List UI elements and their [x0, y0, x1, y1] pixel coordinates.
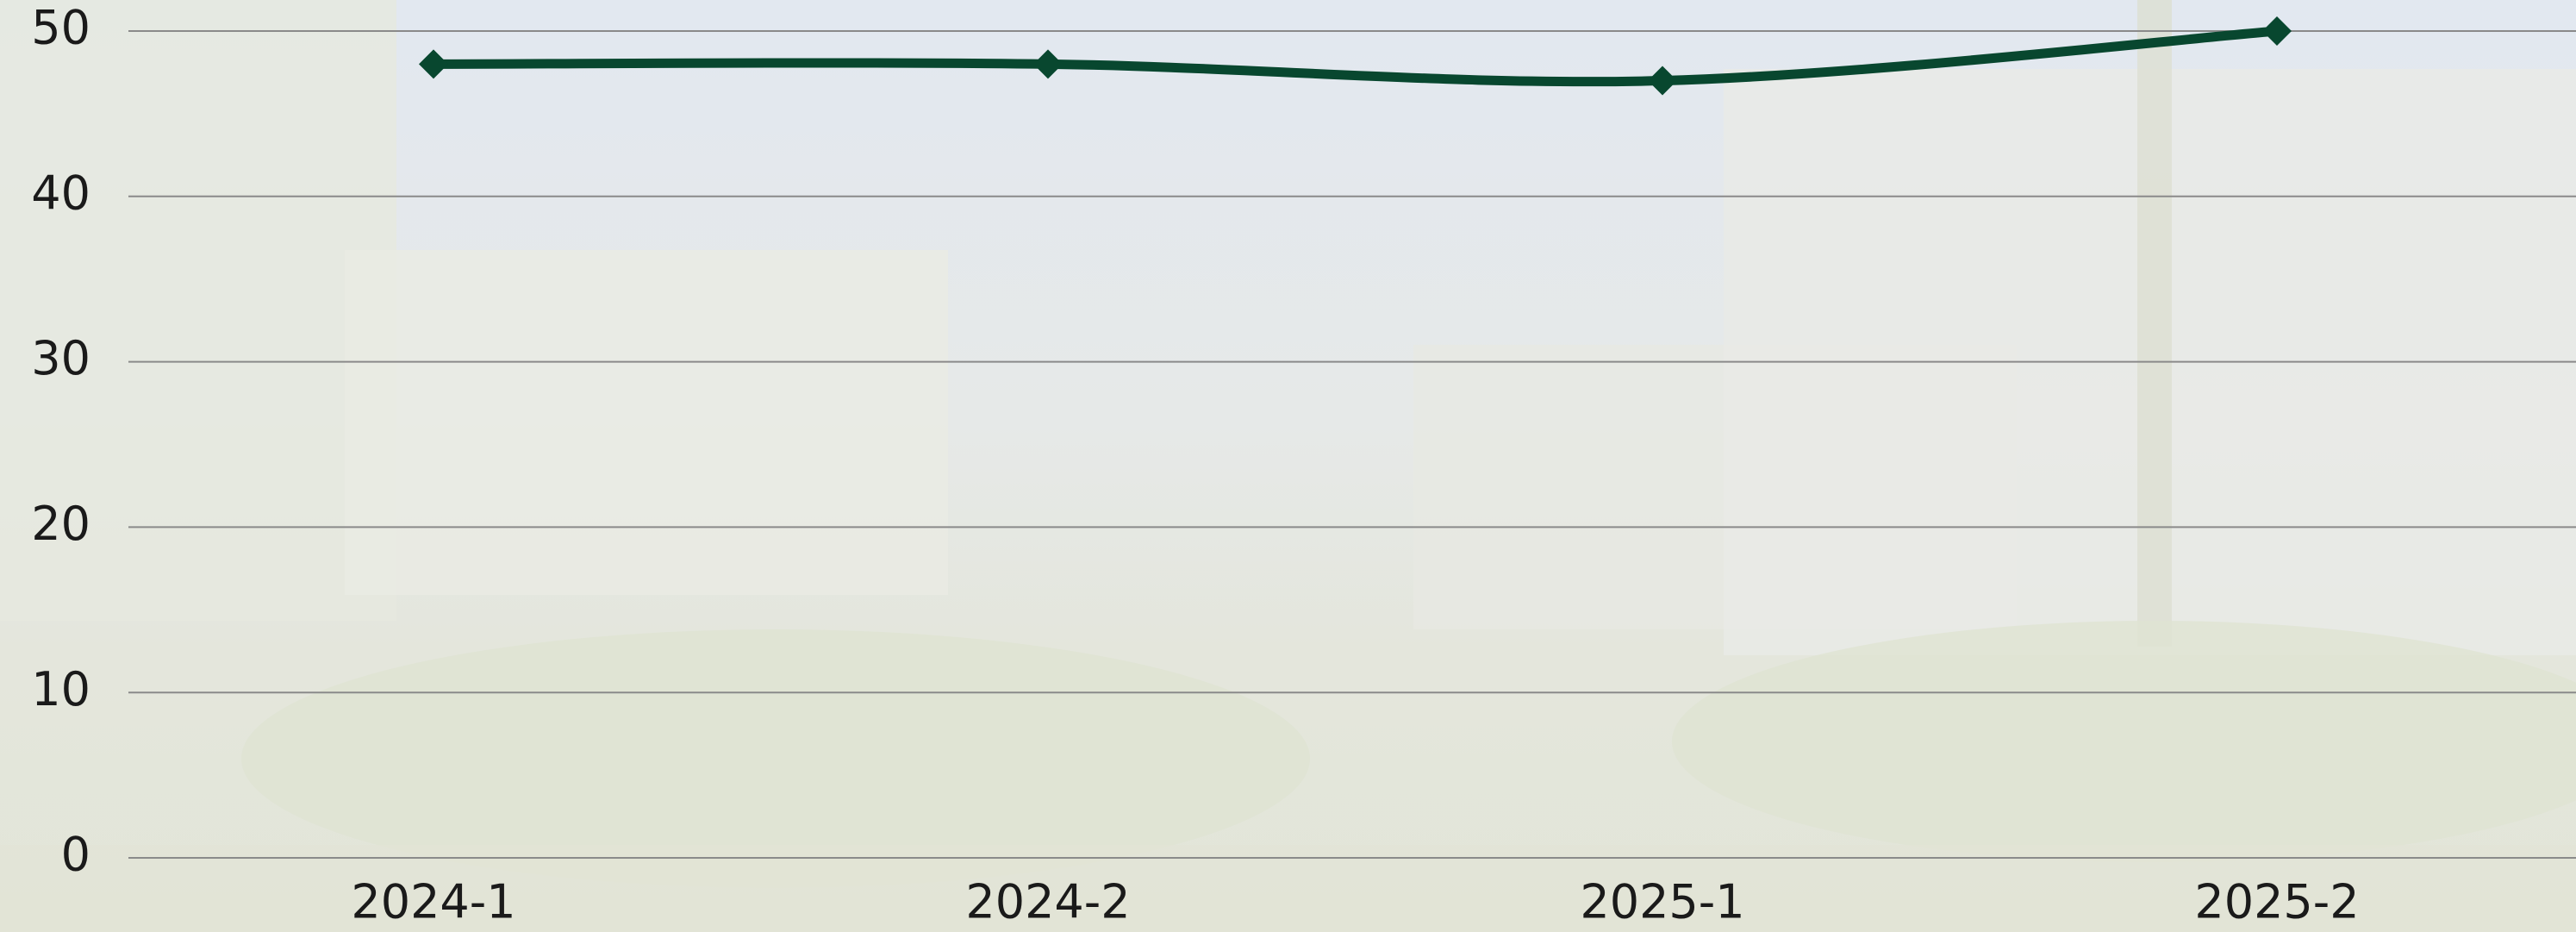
line [428, 26, 2282, 87]
y-tick-label: 0 [61, 828, 90, 882]
x-tick-label: 2024-2 [965, 875, 1130, 929]
x-tick-label: 2025-1 [1580, 875, 1744, 929]
x-tick-label: 2025-2 [2194, 875, 2359, 929]
y-tick-label: 30 [31, 331, 90, 385]
y-tick-label: 40 [31, 166, 90, 220]
marker [2262, 16, 2292, 46]
y-tick-label: 10 [31, 662, 90, 716]
marker [1648, 66, 1677, 96]
y-tick-label: 20 [31, 497, 90, 551]
y-tick-label: 50 [31, 1, 90, 55]
marker [419, 49, 448, 79]
marker [1033, 49, 1063, 79]
x-tick-label: 2024-1 [351, 875, 515, 929]
